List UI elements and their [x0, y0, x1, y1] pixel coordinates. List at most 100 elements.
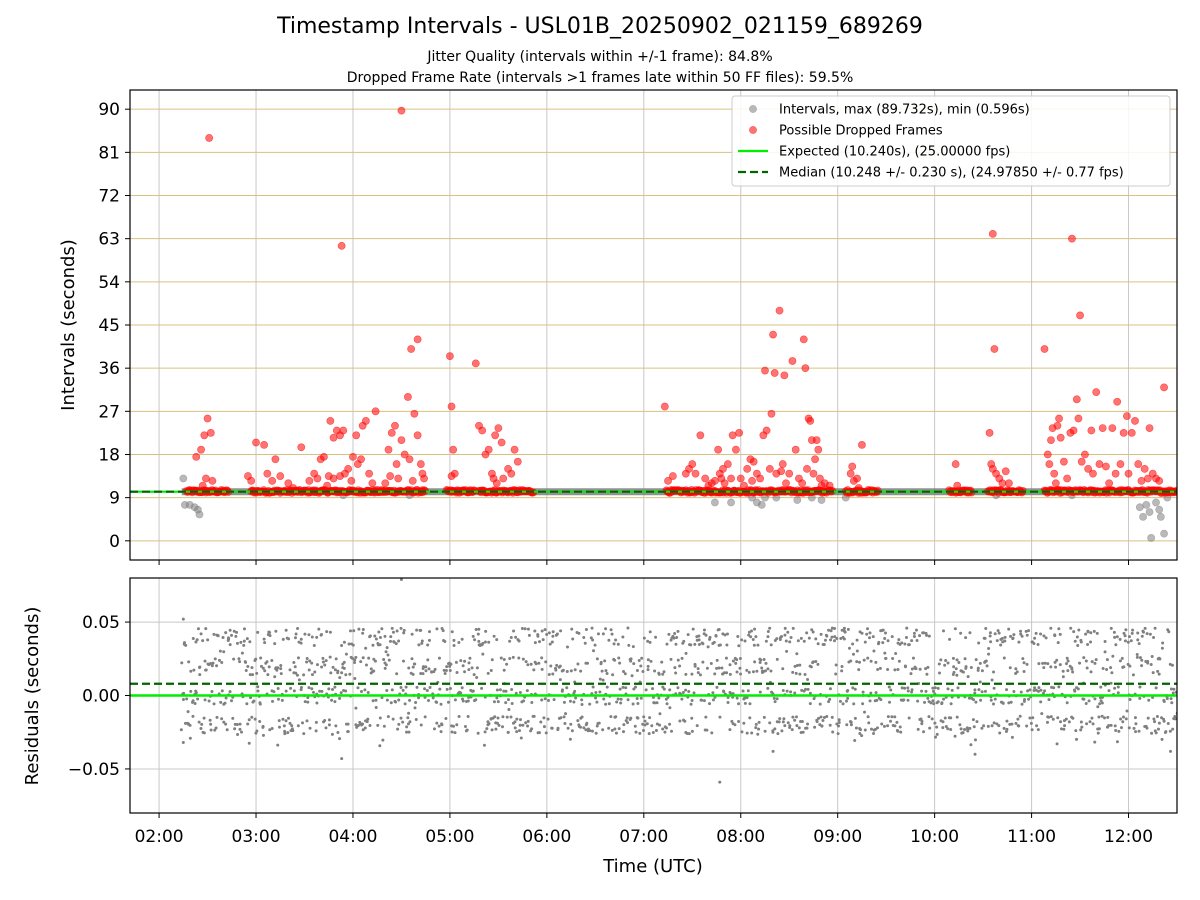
residual-point	[598, 677, 602, 681]
residual-point	[306, 696, 310, 700]
residual-point	[837, 720, 841, 724]
legend-entry: Expected (10.240s), (25.00000 fps)	[779, 145, 1010, 160]
residual-point	[805, 631, 809, 635]
residual-point	[622, 669, 626, 673]
residual-point	[463, 659, 467, 663]
residual-point	[1037, 686, 1041, 690]
residual-point	[1062, 727, 1066, 731]
residual-point	[906, 686, 910, 690]
dropped-frame-point	[1127, 429, 1136, 437]
dropped-frame-point	[688, 460, 697, 468]
dropped-frame-point	[247, 476, 256, 485]
residual-point	[384, 663, 388, 667]
residual-point	[361, 656, 365, 660]
residual-point	[515, 717, 519, 721]
residual-point	[828, 697, 832, 701]
residual-point	[212, 702, 216, 706]
residual-point	[224, 631, 228, 635]
residual-point	[772, 696, 776, 700]
residual-point	[842, 637, 846, 641]
top-y-tick-label: 72	[98, 187, 120, 207]
residual-point	[1154, 731, 1158, 735]
residual-point	[701, 660, 705, 664]
residual-point	[868, 631, 872, 635]
residual-point	[189, 689, 193, 693]
residual-point	[819, 715, 823, 719]
residual-point	[353, 676, 357, 680]
residual-point	[1135, 655, 1139, 659]
residual-point	[402, 631, 406, 635]
residual-point	[1121, 715, 1125, 719]
residual-point	[444, 716, 448, 720]
residual-point	[833, 639, 837, 643]
residual-point	[715, 666, 719, 670]
residual-point	[242, 643, 246, 647]
residual-point	[722, 671, 726, 675]
residual-point	[373, 634, 377, 638]
residual-point	[604, 669, 608, 673]
residual-point	[366, 691, 370, 695]
residual-point	[1005, 688, 1009, 692]
residual-point	[654, 635, 658, 639]
residual-point	[582, 636, 586, 640]
x-tick-label: 05:00	[425, 827, 474, 847]
residual-point	[389, 635, 393, 639]
residual-point	[640, 656, 644, 660]
residual-point	[670, 729, 674, 733]
residual-point	[1039, 632, 1043, 636]
residual-point	[210, 690, 214, 694]
top-y-tick-label: 36	[98, 359, 120, 379]
residual-point	[384, 650, 388, 654]
residual-point	[909, 672, 913, 676]
residual-point	[785, 649, 789, 653]
residual-point	[830, 626, 834, 630]
residual-point	[1121, 720, 1125, 724]
residual-point	[763, 669, 767, 673]
dropped-frame-point	[1092, 388, 1101, 397]
residual-point	[690, 699, 694, 703]
residual-point	[1078, 661, 1082, 665]
residual-point	[595, 724, 599, 728]
dropped-frame-point	[1160, 383, 1168, 392]
residual-point	[465, 728, 469, 732]
residual-point	[327, 687, 331, 691]
residual-point	[818, 702, 822, 706]
residual-point	[202, 731, 206, 735]
residual-point	[711, 691, 715, 695]
residual-point	[1005, 719, 1009, 723]
residual-point	[758, 690, 762, 694]
residual-point	[784, 639, 788, 643]
dropped-frame-point	[1045, 460, 1054, 468]
residual-point	[280, 698, 284, 702]
residual-point	[817, 716, 821, 720]
residual-point	[529, 662, 533, 666]
dropped-frame-point	[748, 476, 756, 485]
residual-point	[281, 717, 285, 721]
residual-point	[684, 688, 688, 692]
residual-point	[693, 662, 697, 666]
dropped-frame-point	[853, 474, 861, 483]
residual-point	[1143, 626, 1147, 630]
residual-point	[888, 700, 892, 704]
interval-point	[710, 498, 719, 507]
residual-point	[1109, 626, 1113, 630]
residual-point	[845, 723, 849, 727]
residual-point	[751, 638, 755, 642]
residual-point	[284, 719, 288, 723]
residual-point	[460, 637, 464, 641]
residual-point	[973, 688, 977, 692]
residual-point	[743, 639, 747, 643]
residual-point	[835, 636, 839, 640]
residual-point	[889, 688, 893, 692]
residual-point	[673, 666, 677, 670]
residual-point	[510, 687, 514, 691]
dropped-frame-point	[806, 417, 815, 425]
residual-point	[191, 699, 195, 703]
residual-point	[532, 714, 536, 718]
residual-point	[1084, 701, 1088, 705]
residual-point	[916, 699, 920, 703]
residual-point	[194, 640, 198, 644]
residual-point	[238, 722, 242, 726]
dropped-frame-point	[404, 393, 412, 401]
